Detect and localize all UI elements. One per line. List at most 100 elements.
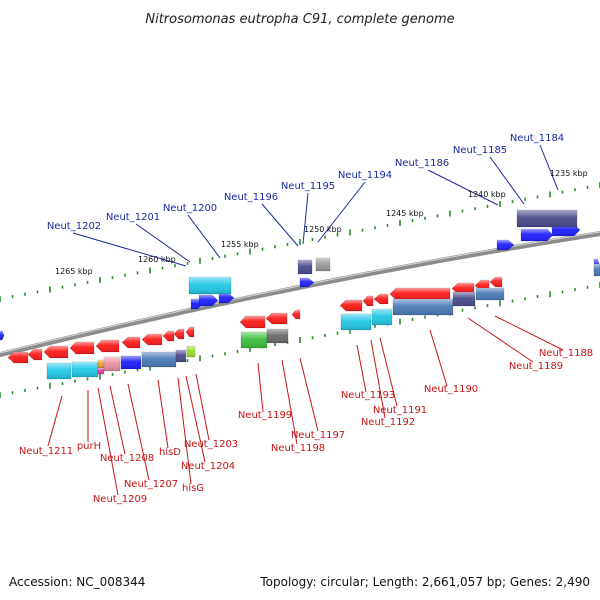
gene-gloss bbox=[187, 346, 195, 357]
gene-gloss bbox=[267, 329, 288, 343]
leader-line bbox=[135, 223, 191, 263]
gene-gloss bbox=[121, 356, 141, 369]
gene-gloss bbox=[316, 258, 330, 271]
gene-track bbox=[0, 209, 600, 380]
leader-line bbox=[195, 373, 210, 441]
gene-gloss bbox=[341, 314, 371, 330]
gene-gloss bbox=[452, 283, 474, 294]
gene-gloss bbox=[176, 350, 186, 362]
leader-line bbox=[47, 395, 63, 447]
gene-label-neut-1194[interactable]: Neut_1194 bbox=[338, 170, 392, 181]
accession-text: Accession: NC_008344 bbox=[9, 575, 145, 589]
gene-label-neut-1204[interactable]: Neut_1204 bbox=[181, 461, 235, 472]
gene-label-neut-1191[interactable]: Neut_1191 bbox=[373, 405, 427, 416]
leader-line bbox=[187, 214, 221, 259]
gene-label-neut-1209[interactable]: Neut_1209 bbox=[93, 494, 147, 505]
gene-label-neut-1207[interactable]: Neut_1207 bbox=[124, 479, 178, 490]
gene-label-neut-1189[interactable]: Neut_1189 bbox=[509, 361, 563, 372]
gene-gloss bbox=[186, 327, 194, 337]
gene-gloss bbox=[72, 362, 98, 377]
reverse-gene-labels: Neut_1188Neut_1189Neut_1190Neut_1191Neut… bbox=[19, 348, 593, 505]
leader-line bbox=[427, 169, 499, 206]
gene-label-neut-1197[interactable]: Neut_1197 bbox=[291, 430, 345, 441]
gene-label-neut-1196[interactable]: Neut_1196 bbox=[224, 192, 278, 203]
gene-label-neut-1188[interactable]: Neut_1188 bbox=[539, 348, 593, 359]
label-leader-lines bbox=[47, 144, 564, 496]
gene-gloss bbox=[163, 331, 174, 341]
scale-label-1240-kbp: 1240 kbp bbox=[468, 190, 506, 199]
leader-line bbox=[281, 359, 298, 445]
leader-line bbox=[317, 181, 366, 243]
leader-line bbox=[72, 232, 187, 267]
gene-gloss bbox=[517, 210, 577, 227]
leader-line bbox=[185, 375, 206, 463]
gene-gloss bbox=[199, 295, 218, 306]
leader-line bbox=[177, 377, 192, 485]
gene-gloss bbox=[8, 352, 28, 363]
leader-line bbox=[467, 317, 534, 363]
gene-gloss bbox=[363, 296, 373, 306]
gene-gloss bbox=[453, 292, 475, 306]
gene-gloss bbox=[122, 337, 140, 348]
gene-gloss bbox=[298, 260, 312, 274]
gene-gloss bbox=[521, 229, 553, 241]
gene-label-neut-1199[interactable]: Neut_1199 bbox=[238, 410, 292, 421]
gene-label-neut-1184[interactable]: Neut_1184 bbox=[510, 133, 564, 144]
scale-label-1245-kbp: 1245 kbp bbox=[386, 209, 424, 218]
gene-label-neut-1200[interactable]: Neut_1200 bbox=[163, 203, 217, 214]
genome-backbone bbox=[0, 231, 600, 358]
gene-gloss bbox=[390, 288, 450, 300]
leader-line bbox=[109, 385, 126, 455]
scale-labels: 1235 kbp 1240 kbp 1245 kbp 1250 kbp 1255 kbp… bbox=[55, 169, 588, 276]
gene-label-neut-1201[interactable]: Neut_1201 bbox=[106, 212, 160, 223]
gene-label-neut-1192[interactable]: Neut_1192 bbox=[361, 417, 415, 428]
gene-label-neut-1193[interactable]: Neut_1193 bbox=[341, 390, 395, 401]
gene-gloss bbox=[241, 332, 267, 348]
gene-gloss bbox=[372, 309, 392, 325]
gene-gloss bbox=[266, 313, 287, 324]
gene-gloss bbox=[219, 293, 234, 303]
gene-label-neut-1202[interactable]: Neut_1202 bbox=[47, 221, 101, 232]
leader-line bbox=[379, 337, 398, 407]
gene-gloss bbox=[98, 368, 104, 374]
scale-label-1255-kbp: 1255 kbp bbox=[221, 240, 259, 249]
leader-line bbox=[429, 329, 448, 387]
scale-label-1260-kbp: 1260 kbp bbox=[138, 255, 176, 264]
gene-gloss bbox=[104, 357, 120, 371]
forward-gene-labels: Neut_1184Neut_1185Neut_1186Neut_1194Neut… bbox=[47, 133, 564, 232]
gene-gloss bbox=[44, 346, 68, 358]
gene-gloss bbox=[300, 278, 314, 287]
gene-gloss bbox=[0, 331, 4, 340]
gene-label-neut-1208[interactable]: Neut_1208 bbox=[100, 453, 154, 464]
gene-label-purh[interactable]: purH bbox=[77, 441, 101, 452]
gene-gloss bbox=[142, 334, 162, 345]
gene-label-hisd[interactable]: hisD bbox=[159, 447, 181, 458]
gene-label-neut-1195[interactable]: Neut_1195 bbox=[281, 181, 335, 192]
gene-gloss bbox=[292, 310, 300, 319]
gene-label-neut-1211[interactable]: Neut_1211 bbox=[19, 446, 73, 457]
gene-gloss bbox=[476, 288, 504, 300]
leader-line bbox=[356, 344, 367, 393]
scale-label-1235-kbp: 1235 kbp bbox=[550, 169, 588, 178]
gene-label-neut-1190[interactable]: Neut_1190 bbox=[424, 384, 478, 395]
map-title: Nitrosomonas eutropha C91, complete geno… bbox=[145, 12, 454, 27]
leader-line bbox=[127, 383, 150, 481]
leader-line bbox=[299, 357, 319, 432]
leader-line bbox=[489, 156, 525, 205]
gene-gloss bbox=[374, 294, 388, 304]
gene-gloss bbox=[393, 299, 453, 315]
scale-label-1265-kbp: 1265 kbp bbox=[55, 267, 93, 276]
gene-label-neut-1198[interactable]: Neut_1198 bbox=[271, 443, 325, 454]
leader-line bbox=[257, 362, 264, 413]
gene-label-neut-1203[interactable]: Neut_1203 bbox=[184, 439, 238, 450]
gene-label-neut-1186[interactable]: Neut_1186 bbox=[395, 158, 449, 169]
leader-line bbox=[539, 144, 559, 191]
gene-label-hisg[interactable]: hisG bbox=[182, 483, 204, 494]
gene-gloss bbox=[497, 240, 514, 250]
leader-line bbox=[494, 315, 564, 351]
gene-gloss bbox=[96, 340, 119, 352]
gene-gloss bbox=[189, 277, 231, 294]
gene-gloss bbox=[142, 352, 176, 367]
gene-label-neut-1185[interactable]: Neut_1185 bbox=[453, 145, 507, 156]
